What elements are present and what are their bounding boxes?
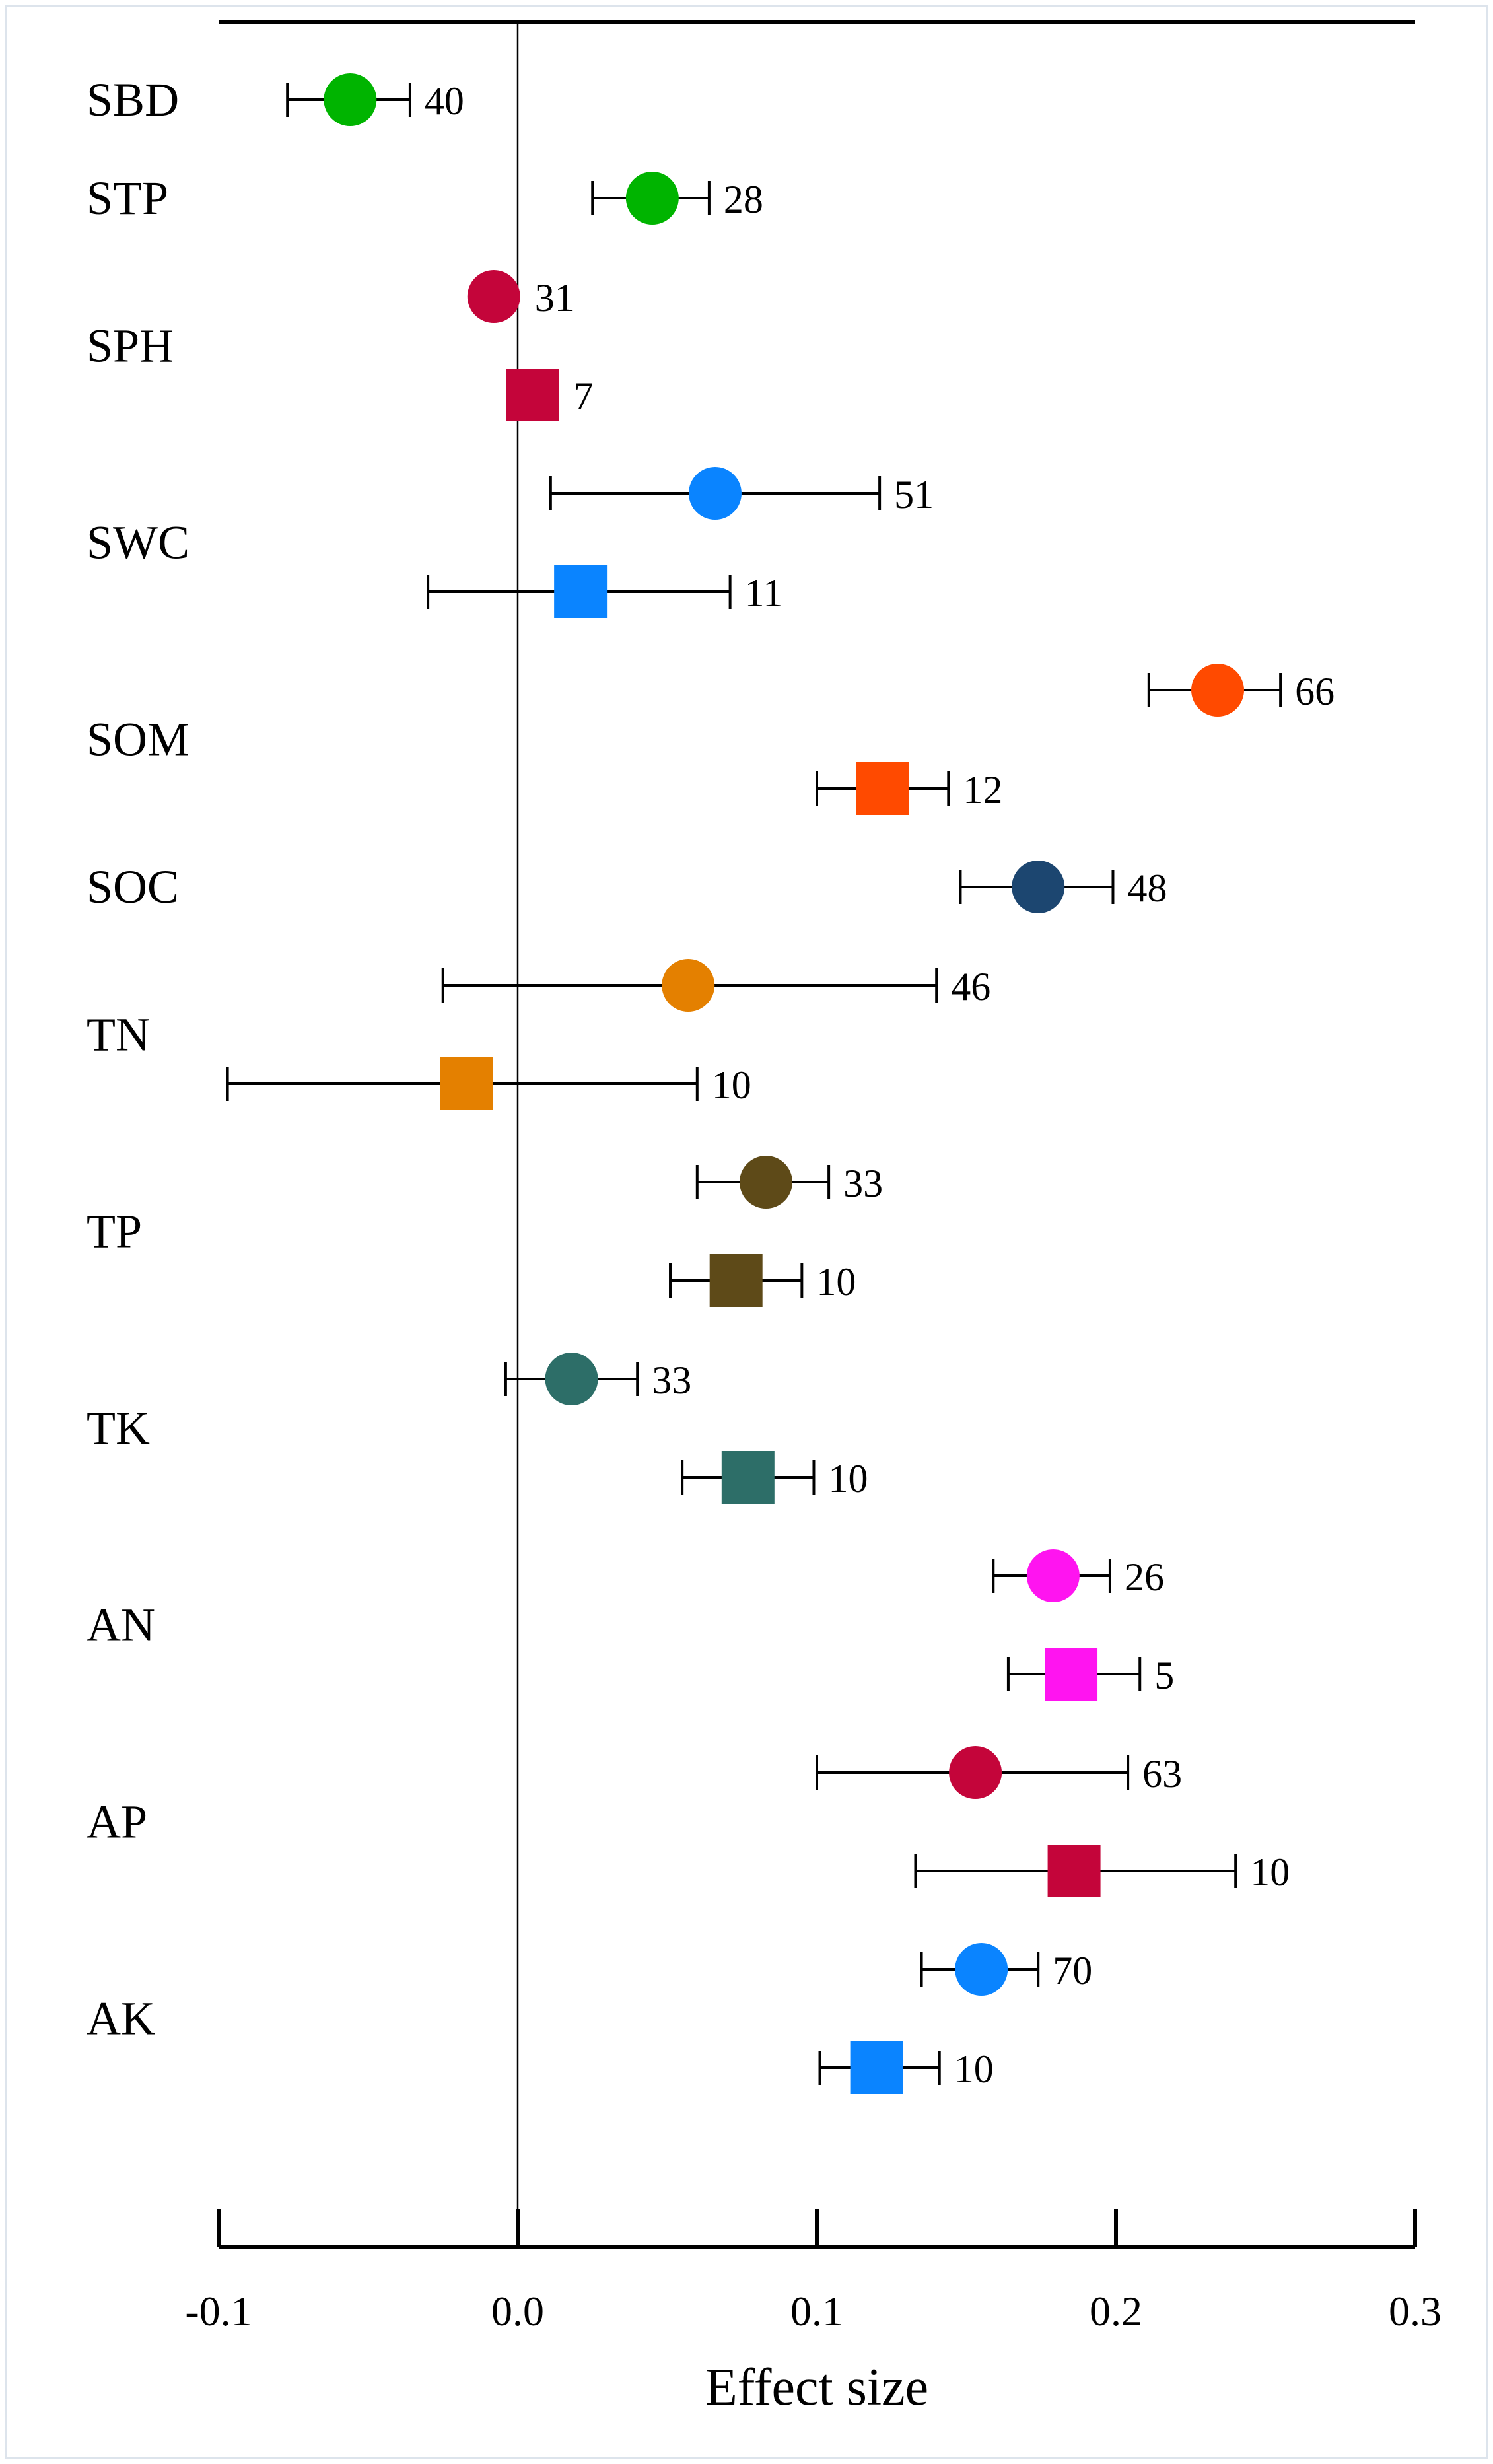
data-point-tk-circle: 33 <box>504 1353 691 1405</box>
category-label-tp: TP <box>87 1205 142 1258</box>
sample-size-label: 66 <box>1295 670 1335 713</box>
category-label-som: SOM <box>87 713 190 766</box>
data-point-tk-square: 10 <box>681 1451 868 1504</box>
circle-marker <box>662 959 715 1012</box>
sample-size-label: 48 <box>1127 866 1167 910</box>
category-label-ap: AP <box>87 1796 147 1848</box>
data-points: 40 28 31 7 51 11 66 12 48 46 10 33 10 33 10 26 5 63 10 70 10 <box>226 73 1335 2094</box>
sample-size-label: 10 <box>712 1063 751 1107</box>
sample-size-label: 10 <box>828 1457 868 1500</box>
category-label-stp: STP <box>87 172 168 225</box>
x-tick-label: 0.3 <box>1389 2288 1441 2335</box>
data-point-stp-circle: 28 <box>591 172 763 225</box>
data-point-som-circle: 66 <box>1147 664 1335 717</box>
circle-marker <box>324 73 377 126</box>
sample-size-label: 10 <box>954 2047 994 2091</box>
x-tick-label: 0.2 <box>1090 2288 1142 2335</box>
x-tick-label: 0.1 <box>790 2288 843 2335</box>
data-point-tn-circle: 46 <box>441 959 990 1012</box>
square-marker <box>709 1254 763 1307</box>
data-point-an-circle: 26 <box>992 1549 1164 1602</box>
sample-size-label: 33 <box>843 1162 883 1205</box>
circle-marker <box>955 1943 1008 1996</box>
sample-size-label: 26 <box>1125 1555 1164 1599</box>
data-point-tp-square: 10 <box>669 1254 856 1307</box>
square-marker <box>1047 1845 1101 1897</box>
circle-marker <box>1012 861 1065 913</box>
x-axis-title: Effect size <box>705 2358 928 2416</box>
square-marker <box>721 1451 775 1504</box>
sample-size-label: 10 <box>1250 1850 1290 1894</box>
forest-plot: -0.1 0.0 0.1 0.2 0.3 SBD STP SPH SWC SOM SOC TN TP T… <box>87 20 1441 2416</box>
square-marker <box>850 2041 903 2094</box>
data-point-sbd-circle: 40 <box>286 73 464 126</box>
circle-marker <box>1191 664 1245 717</box>
circle-marker <box>949 1746 1002 1799</box>
category-label-tk: TK <box>87 1402 150 1455</box>
sample-size-label: 10 <box>816 1260 856 1304</box>
sample-size-label: 51 <box>894 473 934 516</box>
square-marker <box>506 369 559 421</box>
data-point-swc-square: 11 <box>427 565 783 618</box>
sample-size-label: 28 <box>724 178 763 221</box>
sample-size-label: 40 <box>425 79 464 123</box>
category-label-tn: TN <box>87 1008 150 1061</box>
circle-marker <box>467 270 520 323</box>
sample-size-label: 46 <box>951 965 990 1008</box>
sample-size-label: 5 <box>1154 1654 1174 1697</box>
square-marker <box>856 762 909 815</box>
data-point-som-square: 12 <box>816 762 1002 815</box>
sample-size-label: 33 <box>652 1358 691 1402</box>
category-labels: SBD STP SPH SWC SOM SOC TN TP TK AN AP AK <box>87 73 190 2045</box>
category-label-sph: SPH <box>87 320 174 372</box>
data-point-sph-square: 7 <box>506 369 594 421</box>
category-label-ak: AK <box>87 1992 155 2045</box>
square-marker <box>1045 1648 1098 1701</box>
sample-size-label: 63 <box>1142 1752 1182 1796</box>
category-label-soc: SOC <box>87 861 179 913</box>
square-marker <box>554 565 608 618</box>
circle-marker <box>688 467 742 520</box>
data-point-ap-circle: 63 <box>816 1746 1182 1799</box>
data-point-ap-square: 10 <box>914 1845 1290 1897</box>
x-axis-ticks: -0.1 0.0 0.1 0.2 0.3 <box>185 2209 1441 2335</box>
data-point-soc-circle: 48 <box>959 861 1167 913</box>
data-point-ak-circle: 70 <box>920 1943 1092 1996</box>
circle-marker <box>545 1353 598 1405</box>
data-point-sph-circle: 31 <box>467 270 574 323</box>
sample-size-label: 7 <box>574 374 594 418</box>
category-label-sbd: SBD <box>87 73 179 126</box>
square-marker <box>440 1057 493 1110</box>
category-label-swc: SWC <box>87 516 190 569</box>
sample-size-label: 12 <box>963 768 1002 812</box>
sample-size-label: 11 <box>745 571 783 615</box>
circle-marker <box>625 172 679 225</box>
circle-marker <box>739 1156 792 1209</box>
data-point-ak-square: 10 <box>818 2041 994 2094</box>
figure-frame: -0.1 0.0 0.1 0.2 0.3 SBD STP SPH SWC SOM SOC TN TP T… <box>5 5 1488 2459</box>
data-point-tn-square: 10 <box>226 1057 751 1110</box>
circle-marker <box>1026 1549 1080 1602</box>
x-tick-label: -0.1 <box>185 2288 252 2335</box>
sample-size-label: 31 <box>535 276 574 320</box>
sample-size-label: 70 <box>1053 1949 1092 1992</box>
x-tick-label: 0.0 <box>491 2288 544 2335</box>
data-point-an-square: 5 <box>1006 1648 1174 1701</box>
data-point-tp-circle: 33 <box>695 1156 883 1209</box>
category-label-an: AN <box>87 1599 155 1652</box>
data-point-swc-circle: 51 <box>549 467 934 520</box>
